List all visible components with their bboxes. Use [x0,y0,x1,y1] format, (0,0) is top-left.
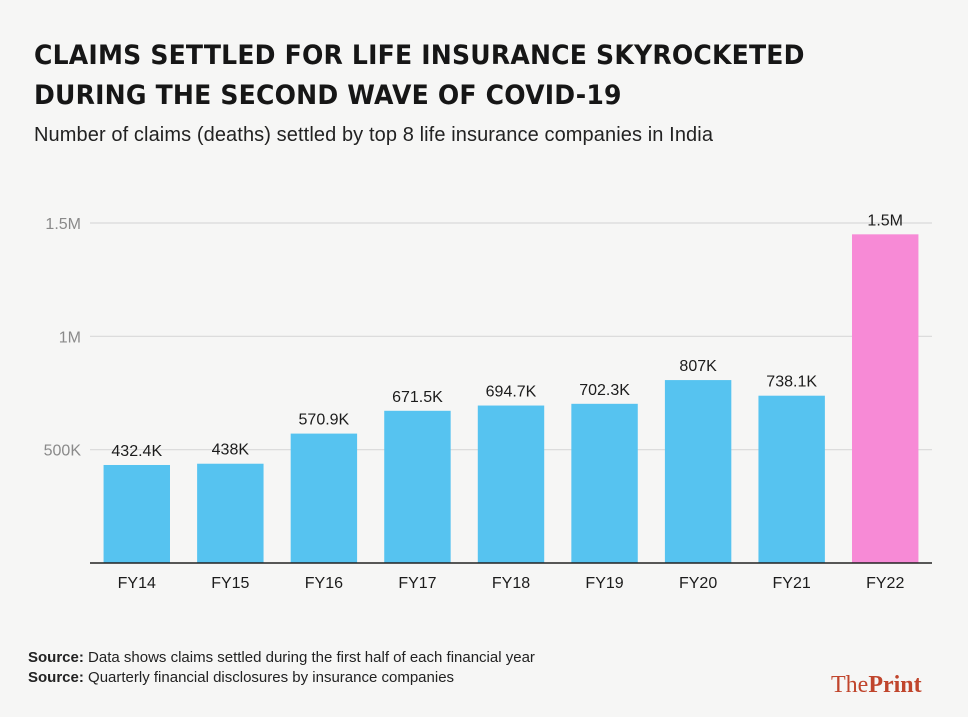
data-label: 702.3K [579,382,630,399]
x-tick-label: FY18 [492,575,530,592]
x-tick-label: FY15 [211,575,249,592]
title-line-1: CLAIMS SETTLED FOR LIFE INSURANCE SKYROC… [34,40,805,71]
data-label: 694.7K [486,384,537,401]
y-tick-label: 1M [59,329,81,346]
y-tick-label: 1.5M [45,216,81,233]
data-label: 438K [212,442,250,459]
data-label: 807K [679,358,717,375]
bar-fy18 [477,405,545,563]
x-axis-tick-labels: FY14 FY15 FY16 FY17 FY18 FY19 FY20 FY21 FY22 [118,575,905,592]
data-labels: 432.4K 438K 570.9K 671.5K 694.7K 702.3K 807K 73… [111,212,903,460]
data-label: 1.5M [867,212,903,229]
y-tick-label: 500K [44,443,82,460]
bar-chart: 500K 1M 1.5M 432.4K 438K 570.9K 671.5K 694.7K 7… [44,212,932,592]
x-tick-label: FY17 [398,575,436,592]
data-label: 570.9K [299,412,350,429]
data-label: 671.5K [392,389,443,406]
x-tick-label: FY20 [679,575,717,592]
x-tick-label: FY21 [773,575,811,592]
source-note-1: Source: Data shows claims settled during… [28,649,535,666]
footer-notes: Source: Data shows claims settled during… [28,648,535,688]
x-tick-label: FY22 [866,575,904,592]
chart-subtitle: Number of claims (deaths) settled by top… [34,124,714,146]
bar-fy16 [290,433,358,563]
x-tick-label: FY16 [305,575,343,592]
chart-title: CLAIMS SETTLED FOR LIFE INSURANCE SKYROC… [34,36,964,116]
bar-fy17 [384,410,451,563]
bar-fy22 [852,234,919,564]
bar-fy15 [197,463,264,563]
x-tick-label: FY19 [585,575,623,592]
data-label: 738.1K [766,374,817,391]
title-line-2: DURING THE SECOND WAVE OF COVID-19 [34,80,622,111]
theprint-logo: ThePrint [831,672,922,698]
bars [103,234,919,564]
data-label: 432.4K [111,443,162,460]
bar-fy20 [664,380,732,563]
bar-fy19 [571,403,638,563]
bar-fy21 [758,395,825,563]
y-axis-tick-labels: 500K 1M 1.5M [44,216,82,460]
bar-fy14 [103,464,170,563]
x-tick-label: FY14 [118,575,156,592]
source-note-2: Source: Quarterly financial disclosures … [28,669,455,686]
